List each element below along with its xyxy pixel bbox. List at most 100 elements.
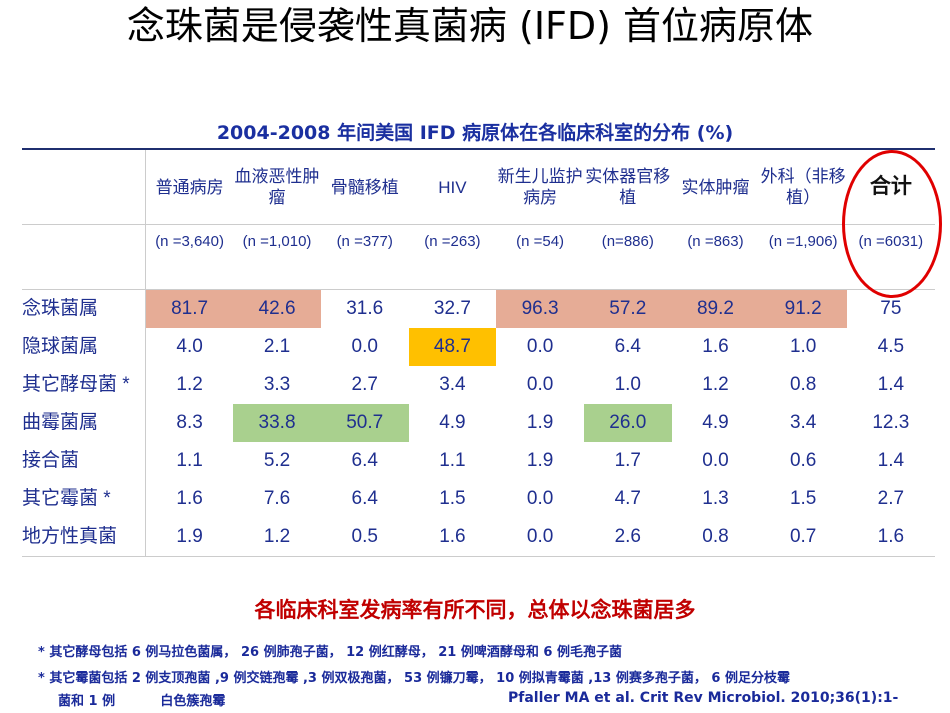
cell-value: 1.9 bbox=[145, 518, 234, 557]
conclusion-text: 各临床科室发病率有所不同，总体以念珠菌居多 bbox=[254, 598, 696, 622]
column-label: 实体肿瘤 bbox=[681, 177, 750, 197]
cell-value: 26.0 bbox=[583, 404, 672, 442]
cell-value: 2.7 bbox=[351, 374, 378, 395]
cell-value: 0.0 bbox=[526, 488, 554, 509]
total-column-highlight-circle bbox=[842, 150, 942, 298]
row-label: 其它霉菌 * bbox=[22, 480, 146, 518]
pathogen-distribution-table: 普通病房 血液恶性肿瘤 骨髓移植 HIV 新生儿监护病房 实体器官移植 实体肿瘤 外科（非移植… bbox=[22, 148, 935, 557]
cell-value: 1.2 bbox=[176, 374, 203, 395]
cell-value: 1.0 bbox=[789, 336, 817, 357]
cell-value: 96.3 bbox=[496, 289, 584, 328]
column-header: 实体器官移植 bbox=[583, 148, 672, 225]
row-label: 地方性真菌 bbox=[22, 518, 146, 557]
footnote-mold: * 其它霉菌包括 2 例支顶孢菌 ,9 例交链孢霉 ,3 例双极孢菌， 53 例… bbox=[38, 671, 790, 686]
cell-value: 0.6 bbox=[789, 450, 817, 471]
cell-value: 1.6 bbox=[408, 518, 497, 557]
cell-value: 1.1 bbox=[439, 450, 466, 471]
cell-value: 4.9 bbox=[702, 412, 729, 433]
column-label: 外科（非移植） bbox=[760, 167, 846, 207]
cell-value: 91.2 bbox=[759, 289, 847, 328]
cell-value: 2.1 bbox=[263, 336, 291, 357]
cell-value: 42.6 bbox=[233, 289, 321, 328]
cell-value: 0.8 bbox=[789, 374, 817, 395]
cell-value: 50.7 bbox=[320, 404, 409, 442]
cell-value: 7.6 bbox=[263, 488, 291, 509]
cell-value: 31.6 bbox=[346, 298, 384, 319]
column-n: (n =3,640) bbox=[145, 224, 234, 290]
cell-value: 0.0 bbox=[526, 374, 554, 395]
cell-value: 1.0 bbox=[614, 374, 641, 395]
cell-value: 5.2 bbox=[263, 450, 291, 471]
cell-value: 48.7 bbox=[408, 328, 497, 366]
column-label: 普通病房 bbox=[155, 177, 224, 197]
column-label: 实体器官移植 bbox=[585, 167, 671, 207]
cell-value: 3.4 bbox=[789, 412, 817, 433]
cell-value: 4.0 bbox=[176, 336, 203, 357]
row-label: 接合菌 bbox=[22, 442, 146, 480]
table-row: 念珠菌属 81.7 42.6 31.6 32.7 96.3 57.2 89.2 91.2 75 bbox=[22, 289, 935, 328]
row-label: 隐球菌属 bbox=[22, 328, 146, 366]
column-label: 新生儿监护病房 bbox=[497, 167, 583, 207]
cell-value: 4.7 bbox=[614, 488, 641, 509]
footnote-mold-cont: 菌和 1 例 白色簇孢霉 bbox=[58, 694, 226, 709]
cell-value: 0.0 bbox=[702, 450, 729, 471]
cell-value: 0.5 bbox=[320, 518, 409, 557]
citation: Pfaller MA et al. Crit Rev Microbiol. 20… bbox=[508, 690, 899, 706]
cell-value: 0.0 bbox=[496, 518, 584, 557]
cell-value: 1.7 bbox=[614, 450, 641, 471]
cell-value: 1.5 bbox=[439, 488, 466, 509]
cell-value: 89.2 bbox=[671, 289, 760, 328]
column-n: (n=886) bbox=[583, 224, 672, 290]
column-n: (n =1,906) bbox=[759, 224, 847, 290]
cell-value: 0.0 bbox=[526, 336, 554, 357]
table-row: 其它霉菌 * 1.6 7.6 6.4 1.5 0.0 4.7 1.3 1.5 2.7 bbox=[22, 480, 935, 518]
column-n: (n =1,010) bbox=[233, 224, 321, 290]
cell-value: 6.4 bbox=[351, 488, 378, 509]
table-row: 曲霉菌属 8.3 33.8 50.7 4.9 1.9 26.0 4.9 3.4 12.3 bbox=[22, 404, 935, 442]
table-row: 隐球菌属 4.0 2.1 0.0 48.7 0.0 6.4 1.6 1.0 4.5 bbox=[22, 328, 935, 366]
cell-value: 1.1 bbox=[176, 450, 203, 471]
cell-value: 8.3 bbox=[176, 412, 203, 433]
row-label: 念珠菌属 bbox=[22, 289, 146, 328]
cell-value: 3.3 bbox=[263, 374, 291, 395]
cell-value: 1.2 bbox=[702, 374, 729, 395]
column-header: 骨髓移植 bbox=[320, 148, 409, 225]
cell-value: 1.9 bbox=[526, 412, 554, 433]
column-label: 血液恶性肿瘤 bbox=[234, 167, 320, 207]
table-caption: 2004-2008 年间美国 IFD 病原体在各临床科室的分布 (%) bbox=[216, 122, 734, 144]
column-n: (n =863) bbox=[671, 224, 760, 290]
header-blank bbox=[22, 148, 146, 225]
cell-value: 1.6 bbox=[847, 518, 935, 557]
column-label: 骨髓移植 bbox=[330, 177, 399, 197]
table-row: 接合菌 1.1 5.2 6.4 1.1 1.9 1.7 0.0 0.6 1.4 bbox=[22, 442, 935, 480]
cell-value: 1.4 bbox=[877, 450, 905, 471]
cell-value: 75 bbox=[880, 298, 902, 319]
cell-value: 1.9 bbox=[526, 450, 554, 471]
column-header: 外科（非移植） bbox=[759, 148, 847, 225]
column-header: HIV bbox=[408, 148, 497, 225]
column-header: 实体肿瘤 bbox=[671, 148, 760, 225]
cell-value: 1.4 bbox=[877, 374, 905, 395]
column-header: 血液恶性肿瘤 bbox=[233, 148, 321, 225]
cell-value: 2.6 bbox=[583, 518, 672, 557]
cell-value: 6.4 bbox=[614, 336, 641, 357]
cell-value: 1.6 bbox=[176, 488, 203, 509]
slide-title: 念珠菌是侵袭性真菌病 (IFD) 首位病原体 bbox=[126, 4, 814, 48]
cell-value: 3.4 bbox=[439, 374, 466, 395]
cell-value: 1.5 bbox=[789, 488, 817, 509]
row-label: 曲霉菌属 bbox=[22, 404, 146, 442]
cell-value: 4.5 bbox=[877, 336, 905, 357]
column-label: HIV bbox=[438, 177, 467, 197]
cell-value: 12.3 bbox=[872, 412, 910, 433]
cell-value: 81.7 bbox=[145, 289, 234, 328]
column-n: (n =54) bbox=[496, 224, 584, 290]
cell-value: 0.8 bbox=[671, 518, 760, 557]
cell-value: 32.7 bbox=[433, 298, 471, 319]
cell-value: 6.4 bbox=[351, 450, 378, 471]
cell-value: 0.7 bbox=[759, 518, 847, 557]
cell-value: 4.9 bbox=[439, 412, 466, 433]
cell-value: 1.6 bbox=[702, 336, 729, 357]
cell-value: 1.2 bbox=[233, 518, 321, 557]
header-blank bbox=[22, 224, 146, 290]
cell-value: 33.8 bbox=[233, 404, 321, 442]
